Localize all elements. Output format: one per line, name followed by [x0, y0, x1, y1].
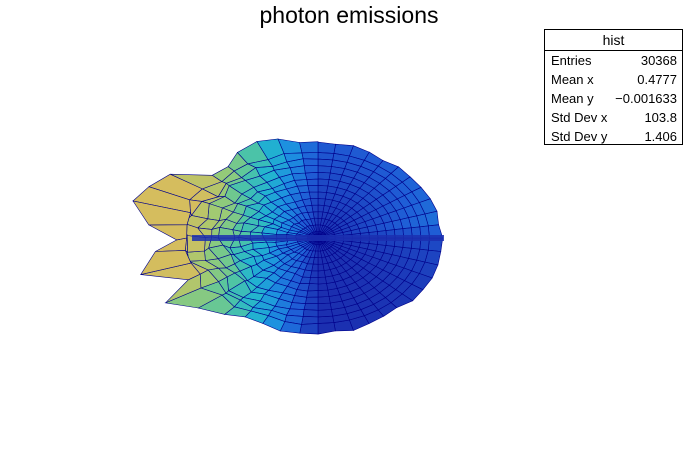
mesh-cell	[317, 211, 324, 219]
mesh-cell	[317, 289, 330, 298]
mesh-cell	[317, 191, 327, 200]
mesh-cell	[132, 200, 191, 226]
stats-row-mean-x: Mean x 0.4777	[545, 70, 682, 89]
mesh-cell	[303, 303, 319, 311]
mesh-cell	[317, 185, 329, 193]
stats-value: 30368	[640, 53, 677, 68]
mesh-cell	[303, 165, 319, 174]
mesh-seam	[192, 235, 444, 241]
mesh-cell	[317, 178, 330, 187]
mesh-cell	[317, 283, 329, 291]
stats-value: 103.8	[644, 110, 677, 125]
mesh-cell	[304, 171, 319, 180]
stats-label: Mean y	[551, 91, 594, 106]
mesh-cell	[309, 277, 319, 285]
mesh-cell	[302, 158, 319, 166]
surface-mesh	[132, 138, 444, 335]
stats-value: −0.001633	[615, 91, 677, 106]
mesh-cell	[305, 296, 319, 305]
mesh-cell	[317, 152, 335, 161]
stats-row-stddev-y: Std Dev y 1.406	[545, 127, 682, 146]
mesh-cell	[317, 302, 332, 311]
mesh-cell	[317, 198, 326, 206]
mesh-cell	[306, 290, 319, 298]
stats-row-mean-y: Mean y −0.001633	[545, 89, 682, 108]
mesh-cell	[317, 257, 324, 265]
mesh-cell	[155, 237, 187, 252]
mesh-cell	[317, 315, 335, 324]
mesh-cell	[307, 185, 319, 193]
stats-box[interactable]: hist Entries 30368 Mean x 0.4777 Mean y …	[544, 29, 683, 145]
mesh-cell	[317, 204, 325, 213]
mesh-cell	[289, 302, 306, 310]
mesh-cell	[187, 250, 206, 262]
mesh-cell	[140, 250, 192, 276]
mesh-cell	[317, 171, 331, 180]
mesh-cell	[317, 141, 336, 154]
mesh-cell	[317, 270, 326, 278]
mesh-cell	[299, 323, 319, 335]
mesh-cell	[299, 141, 319, 154]
stats-row-entries: Entries 30368	[545, 51, 682, 70]
mesh-cell	[317, 263, 325, 272]
stats-label: Entries	[551, 53, 592, 68]
mesh-cell	[302, 309, 319, 318]
stats-label: Std Dev x	[551, 110, 608, 125]
stats-label: Mean x	[551, 72, 594, 87]
chart-title: photon emissions	[259, 2, 439, 28]
mesh-cell	[301, 152, 319, 160]
mesh-cell	[317, 158, 333, 167]
mesh-cell	[317, 296, 331, 305]
stats-row-stddev-x: Std Dev x 103.8	[545, 108, 682, 127]
mesh-cell	[317, 322, 336, 335]
mesh-cell	[148, 224, 188, 241]
stats-value: 1.406	[644, 129, 677, 144]
mesh-cell	[317, 165, 332, 174]
mesh-cell	[301, 316, 319, 325]
mesh-cell	[306, 178, 319, 186]
stats-box-title: hist	[545, 30, 682, 51]
mesh-cell	[317, 309, 333, 318]
stats-label: Std Dev y	[551, 129, 608, 144]
mesh-cell	[317, 276, 327, 285]
stats-value: 0.4777	[637, 72, 677, 87]
